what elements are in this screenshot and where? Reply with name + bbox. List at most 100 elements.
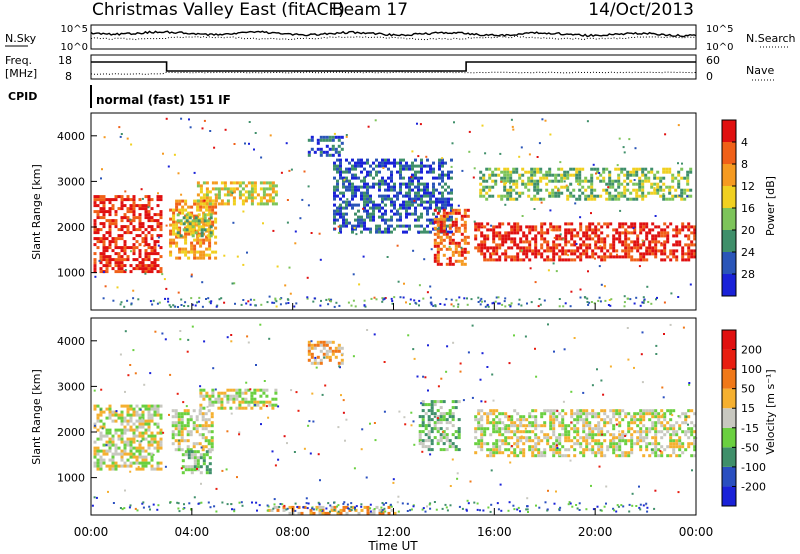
heatmap-cell	[494, 167, 498, 171]
heatmap-cell	[156, 431, 160, 435]
heatmap-cell	[600, 240, 604, 244]
heatmap-cell	[405, 215, 408, 219]
heatmap-cell	[555, 270, 558, 273]
heatmap-cell	[603, 255, 607, 259]
heatmap-cell	[489, 433, 493, 437]
heatmap-cell	[421, 439, 425, 443]
heatmap-cell	[690, 225, 694, 229]
heatmap-cell	[663, 228, 667, 232]
heatmap-cell	[351, 191, 354, 195]
heatmap-cell	[578, 188, 582, 192]
heatmap-cell	[373, 422, 376, 424]
heatmap-cell	[657, 454, 661, 458]
heatmap-cell	[328, 147, 332, 151]
heatmap-cell	[333, 218, 336, 222]
heatmap-cell	[660, 421, 664, 425]
heatmap-cell	[606, 430, 610, 434]
heatmap-cell	[226, 430, 229, 433]
heatmap-cell	[381, 215, 384, 219]
heatmap-cell	[549, 445, 553, 449]
heatmap-cell	[381, 230, 384, 234]
heatmap-cell	[489, 421, 493, 425]
heatmap-cell	[627, 454, 631, 458]
heatmap-cell	[434, 304, 437, 307]
heatmap-cell	[217, 394, 221, 398]
heatmap-cell	[560, 191, 564, 195]
heatmap-cell	[644, 173, 648, 177]
heatmap-cell	[408, 206, 411, 210]
heatmap-cell	[445, 506, 448, 509]
heatmap-cell	[668, 197, 672, 201]
heatmap-cell	[229, 406, 233, 410]
heatmap-cell	[105, 246, 109, 250]
heatmap-cell	[147, 252, 151, 256]
heatmap-cell	[542, 173, 546, 177]
heatmap-cell	[651, 424, 655, 428]
heatmap-cell	[331, 138, 335, 142]
heatmap-cell	[352, 299, 355, 302]
heatmap-cell	[202, 397, 206, 401]
heatmap-cell	[675, 243, 679, 247]
heatmap-cell	[177, 507, 180, 510]
heatmap-cell	[639, 433, 643, 437]
heatmap-cell	[642, 504, 645, 507]
heatmap-cell	[295, 391, 298, 394]
heatmap-cell	[564, 249, 568, 253]
heatmap-cell	[348, 200, 351, 204]
heatmap-cell	[492, 301, 495, 304]
heatmap-cell	[117, 428, 121, 432]
heatmap-cell	[192, 409, 196, 413]
heatmap-cell	[540, 228, 544, 232]
heatmap-cell	[294, 230, 297, 233]
heatmap-cell	[108, 222, 112, 226]
heatmap-cell	[454, 229, 458, 233]
heatmap-cell	[152, 503, 155, 506]
heatmap-cell	[442, 415, 446, 419]
heatmap-cell	[393, 158, 396, 162]
heatmap-cell	[457, 400, 461, 404]
heatmap-cell	[578, 182, 582, 186]
heatmap-cell	[609, 433, 613, 437]
heatmap-cell	[369, 218, 372, 222]
heatmap-cell	[492, 430, 496, 434]
heatmap-cell	[382, 298, 385, 301]
y-tick-label: 2000	[57, 426, 85, 439]
heatmap-cell	[215, 487, 218, 490]
heatmap-cell	[513, 451, 517, 455]
heatmap-cell	[348, 182, 351, 186]
heatmap-cell	[494, 179, 498, 183]
heatmap-cell	[503, 179, 507, 183]
heatmap-cell	[93, 237, 97, 241]
heatmap-cell	[516, 231, 520, 235]
heatmap-cell	[555, 490, 557, 493]
heatmap-cell	[345, 135, 348, 138]
heatmap-cell	[126, 422, 130, 426]
heatmap-cell	[141, 225, 145, 229]
heatmap-cell	[642, 409, 646, 413]
heatmap-cell	[267, 508, 271, 512]
heatmap-cell	[525, 234, 529, 238]
heatmap-cell	[642, 430, 646, 434]
heatmap-cell	[164, 465, 167, 468]
heatmap-cell	[306, 507, 309, 510]
heatmap-cell	[120, 246, 124, 250]
heatmap-cell	[594, 439, 598, 443]
heatmap-cell	[399, 167, 402, 171]
heatmap-cell	[192, 421, 196, 425]
heatmap-cell	[220, 397, 224, 401]
heatmap-cell	[481, 352, 484, 355]
heatmap-cell	[614, 167, 618, 171]
heatmap-cell	[562, 238, 565, 241]
heatmap-cell	[132, 407, 136, 411]
heatmap-cell	[105, 270, 109, 274]
heatmap-cell	[488, 188, 492, 192]
heatmap-cell	[141, 204, 145, 208]
heatmap-cell	[393, 206, 396, 210]
heatmap-cell	[190, 232, 194, 236]
heatmap-cell	[666, 421, 670, 425]
heatmap-cell	[245, 381, 248, 384]
heatmap-cell	[126, 246, 130, 250]
heatmap-cell	[648, 409, 652, 413]
heatmap-cell	[639, 225, 643, 229]
heatmap-cell	[510, 445, 513, 447]
